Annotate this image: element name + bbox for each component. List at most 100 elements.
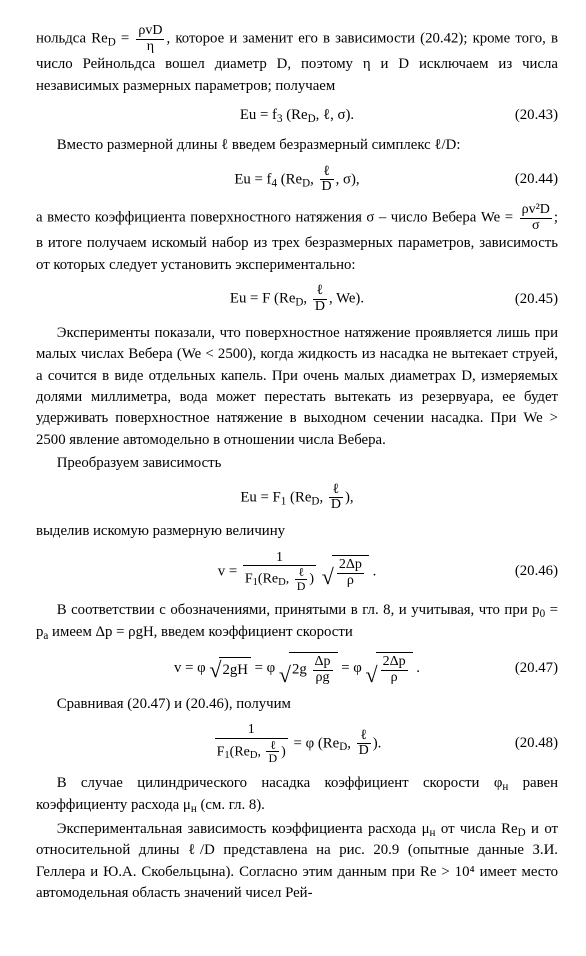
eq46-den-bsub: D: [278, 577, 286, 588]
frac-we: ρv²D σ: [520, 203, 552, 233]
frac-num: 2Δp: [381, 655, 408, 671]
eqf1-lhs: Eu = F: [240, 489, 280, 505]
frac-den: D: [313, 300, 327, 315]
frac-den: D: [295, 580, 308, 593]
eq44-sub: 4: [271, 177, 277, 189]
frac-den: D: [266, 752, 279, 765]
frac-den: D: [329, 498, 343, 513]
eq-body: Eu = f4 (ReD, ℓ D , σ),: [234, 165, 359, 195]
under: 2Δp ρ: [376, 652, 413, 685]
frac-sqrt: 2Δp ρ: [337, 558, 364, 588]
frac-sqrt2: Δp ρg: [313, 655, 333, 685]
eq47-dot: .: [413, 660, 420, 676]
paragraph-8: Сравнивая (20.47) и (20.46), получим: [36, 694, 558, 715]
frac-main: 1 F1(ReD, ℓ D ): [243, 551, 316, 593]
frac-den: η: [136, 40, 164, 55]
paragraph-6: выделив искомую размерную величину: [36, 521, 558, 542]
frac-den: ρ: [337, 574, 364, 589]
eq46-den-c: ): [309, 572, 314, 587]
eq46-den-b: (Re: [258, 572, 278, 587]
frac-sqrt3: 2Δp ρ: [381, 655, 408, 685]
frac-main: 1 F1(ReD, ℓ D ): [215, 723, 288, 765]
p10b: от числа Re: [435, 821, 517, 837]
eq-number: (20.47): [515, 658, 558, 679]
frac-num: ℓ: [357, 729, 371, 745]
frac-num: ρvD: [136, 24, 164, 40]
eq43-sub: 3: [277, 113, 283, 125]
eq43-lhs: Eu = f: [240, 107, 277, 123]
eq46-dot: .: [369, 563, 376, 579]
p10-sub2: D: [518, 826, 526, 838]
equation-20-48: 1 F1(ReD, ℓ D ) = φ (ReD, ℓ D ). (20.48): [36, 723, 558, 765]
eq43-args: (Re: [286, 107, 307, 123]
eq46-v: v =: [218, 563, 241, 579]
eqf1-close: ),: [345, 489, 354, 505]
paragraph-5: Преобразуем зависимость: [36, 453, 558, 474]
paragraph-3: а вместо коэффициента поверхностного нат…: [36, 203, 558, 276]
frac-ld: ℓ D: [320, 165, 334, 195]
eq48-rhs-c: ).: [373, 735, 382, 751]
frac-num: ℓ: [266, 739, 279, 753]
eq47-sqrt2-pre: 2g: [292, 662, 311, 678]
frac-red: ρvD η: [136, 24, 164, 54]
paragraph-7: В соответствии с обозначениями, принятым…: [36, 600, 558, 644]
eq47-a: v = φ: [174, 660, 206, 676]
paragraph-10: Экспериментальная зависимость коэффициен…: [36, 819, 558, 905]
frac-inner: ℓ D: [295, 566, 308, 592]
p10a: Экспериментальная зависимость коэффициен…: [57, 821, 430, 837]
paragraph-2: Вместо размерной длины ℓ введем безразме…: [36, 135, 558, 156]
eq44-open-sub: D: [302, 177, 310, 189]
eq48-den-c: ): [281, 744, 286, 759]
frac-num: ℓ: [295, 566, 308, 580]
eq48-rhs-sub: D: [339, 741, 347, 753]
frac-num: Δp: [313, 655, 333, 671]
equation-f1: Eu = F1 (ReD, ℓ D ),: [36, 483, 558, 513]
frac-den: D: [357, 744, 371, 759]
frac-den: D: [320, 180, 334, 195]
equation-20-47: v = φ √ 2gH = φ √ 2g Δp ρg = φ √ 2Δp ρ: [36, 652, 558, 685]
sqrt-2: √ 2g Δp ρg: [279, 652, 338, 685]
p9c: (см. гл. 8).: [197, 797, 265, 813]
p7c: имеем Δp = ρgH, введем коэффициент скоро…: [48, 624, 352, 640]
eq45-tail: , We).: [329, 291, 364, 307]
eq-number: (20.48): [515, 733, 558, 754]
frac-num: 1: [243, 551, 316, 567]
frac-ld: ℓ D: [313, 284, 327, 314]
frac-num: ℓ: [313, 284, 327, 300]
under: 2gH: [219, 657, 250, 681]
paragraph-4: Эксперименты показали, что поверхностное…: [36, 323, 558, 452]
sqrt-3: √ 2Δp ρ: [366, 652, 413, 685]
eq48-den-bsub: D: [250, 750, 258, 761]
sqrt-1: √ 2gH: [209, 657, 251, 681]
frac-inner: ℓ D: [266, 739, 279, 765]
eq45-lhs: Eu = F (Re: [230, 291, 295, 307]
eq48-rhs-a: = φ (Re: [294, 735, 340, 751]
frac-den: F1(ReD, ℓ D ): [215, 739, 288, 765]
eq-number: (20.44): [515, 169, 558, 190]
equation-20-43: Eu = f3 (ReD, ℓ, σ). (20.43): [36, 105, 558, 127]
frac-num: ρv²D: [520, 203, 552, 219]
eqf1-sub: 1: [281, 495, 287, 507]
frac-den: ρ: [381, 671, 408, 686]
eq44-open: (Re: [281, 171, 302, 187]
p3a: а вместо коэффициента поверхностного нат…: [36, 210, 518, 226]
eq-body: Eu = F (Re D, ℓ D , We).: [230, 284, 364, 314]
eq45-comma: ,: [303, 291, 307, 307]
paragraph-1: нольдса ReD = ρvD η , которое и заменит …: [36, 24, 558, 97]
p9a: В случае цилиндрического насадка коэффиц…: [57, 775, 503, 791]
eq-body: Eu = f3 (ReD, ℓ, σ).: [240, 105, 354, 127]
sub-red: D: [108, 36, 116, 48]
eq-body: v = φ √ 2gH = φ √ 2g Δp ρg = φ √ 2Δp ρ: [174, 652, 420, 685]
frac-ld: ℓ D: [329, 483, 343, 513]
eq48-den-b: (Re: [230, 744, 250, 759]
text-eq: =: [121, 31, 135, 47]
eq43-tail: , ℓ, σ).: [316, 107, 355, 123]
eq-number: (20.46): [515, 561, 558, 582]
frac-num: 2Δp: [337, 558, 364, 574]
frac-den: F1(ReD, ℓ D ): [243, 566, 316, 592]
eq47-eq1: = φ: [255, 660, 276, 676]
eqf1-open: (Re: [290, 489, 311, 505]
text-top-a: нольдса Re: [36, 31, 108, 47]
eq-number: (20.43): [515, 105, 558, 126]
eq47-eq2: = φ: [341, 660, 362, 676]
